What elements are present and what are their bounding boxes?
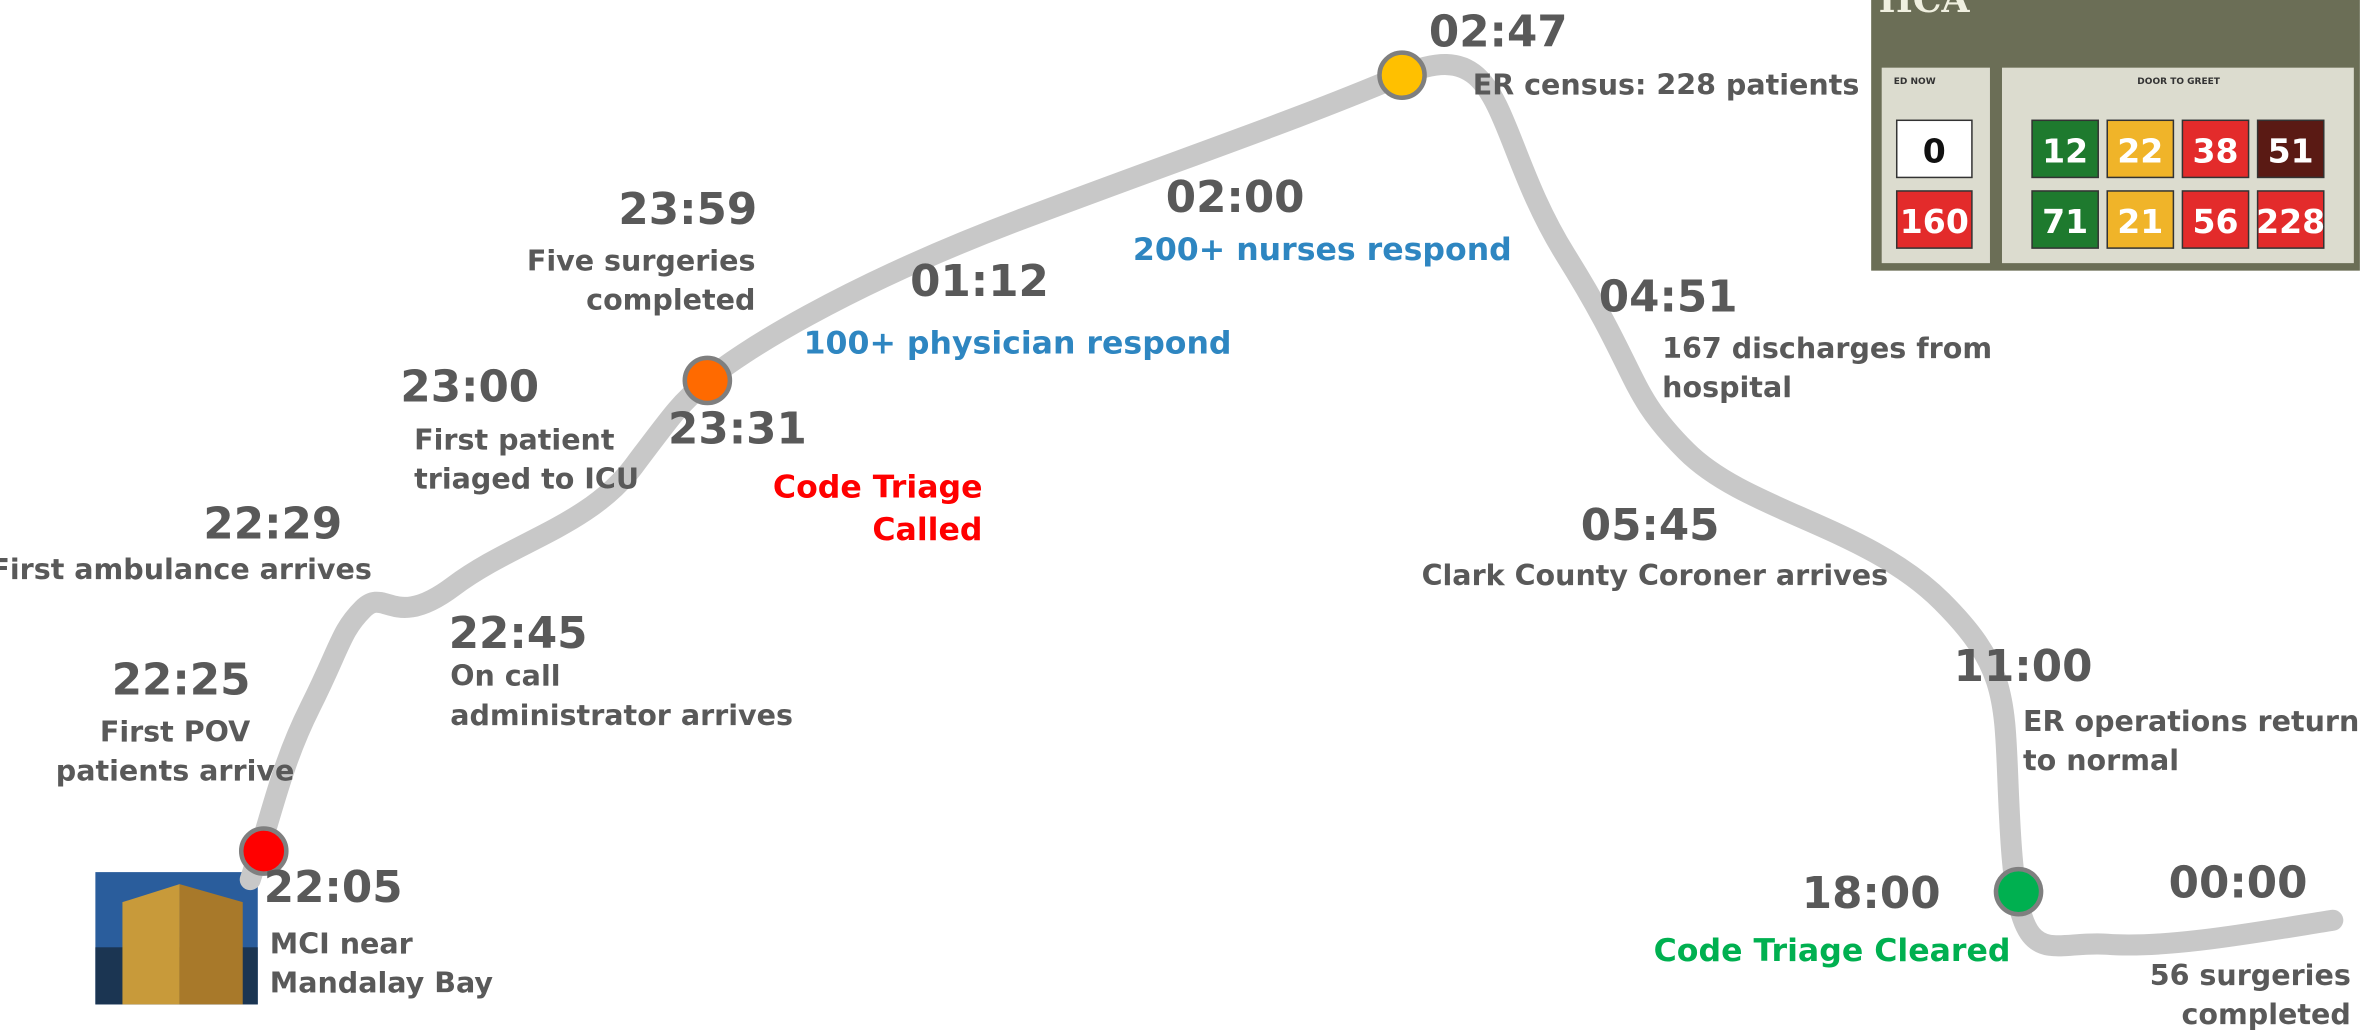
event-note: ER operations return — [2023, 704, 2359, 738]
dashboard-header: ED NOW — [1894, 77, 1936, 87]
event-time: 05:45 — [1581, 501, 1720, 551]
event-note: triaged to ICU — [414, 462, 639, 496]
event-time: 11:00 — [1954, 642, 2093, 692]
dashboard: HCA ED NOW DOOR TO GREET 0 12 22 38 51 160 71 2… — [1871, 0, 2360, 271]
dashboard-value: 22 — [2117, 131, 2163, 170]
event-note: Code Triage — [773, 470, 983, 506]
event-note: 56 surgeries — [2150, 958, 2351, 992]
event-time: 22:45 — [449, 609, 588, 659]
event-time: 23:59 — [618, 185, 757, 235]
event-note: hospital — [1662, 370, 1792, 404]
event-note: 200+ nurses respond — [1133, 232, 1512, 268]
dashboard-value: 21 — [2117, 202, 2163, 241]
event-note: completed — [586, 283, 755, 317]
dashboard-value: 56 — [2192, 202, 2238, 241]
event-note: completed — [2182, 997, 2351, 1031]
event-marker — [1379, 53, 1424, 98]
event-time: 00:00 — [2169, 859, 2308, 909]
event-note: patients arrive — [56, 753, 295, 787]
event-note: First ambulance arrives — [0, 552, 372, 586]
event-note: MCI near — [270, 926, 413, 960]
event-note: to normal — [2023, 743, 2179, 777]
dashboard-value: 51 — [2268, 131, 2314, 170]
dashboard-value: 71 — [2042, 202, 2088, 241]
event-note: Five surgeries — [527, 244, 756, 278]
event-note: Called — [872, 512, 982, 548]
event-time: 18:00 — [1802, 869, 1941, 919]
event-marker — [685, 358, 730, 403]
dashboard-value: 160 — [1900, 202, 1969, 241]
event-time: 02:47 — [1429, 8, 1568, 58]
building-photo — [95, 872, 257, 1004]
event-note: 100+ physician respond — [804, 325, 1232, 361]
event-time: 22:25 — [112, 656, 251, 706]
dashboard-value: 0 — [1923, 131, 1946, 170]
timeline: HCA ED NOW DOOR TO GREET 0 12 22 38 51 160 71 2… — [0, 0, 2362, 1033]
event-note: administrator arrives — [450, 698, 793, 732]
dashboard-value: 228 — [2256, 202, 2325, 241]
dashboard-title: HCA — [1879, 0, 1971, 21]
event-note: Mandalay Bay — [270, 965, 494, 999]
event-note: ER census: 228 patients — [1473, 68, 1860, 102]
event-time: 01:12 — [910, 257, 1049, 307]
event-time: 23:31 — [668, 405, 807, 455]
event-note: Code Triage Cleared — [1654, 933, 2011, 969]
dashboard-value: 38 — [2192, 131, 2238, 170]
event-note: 167 discharges from — [1662, 331, 1992, 365]
event-marker — [1996, 869, 2041, 914]
event-note: Clark County Coroner arrives — [1422, 558, 1889, 592]
event-note: On call — [450, 659, 560, 693]
event-time: 02:00 — [1166, 173, 1305, 223]
dashboard-value: 12 — [2042, 131, 2088, 170]
event-time: 04:51 — [1599, 272, 1738, 322]
dashboard-header: DOOR TO GREET — [2137, 77, 2221, 87]
event-time: 23:00 — [400, 362, 539, 412]
event-note: First patient — [414, 423, 614, 457]
event-time: 22:05 — [264, 863, 403, 913]
event-note: First POV — [100, 714, 250, 748]
event-time: 22:29 — [203, 499, 342, 549]
